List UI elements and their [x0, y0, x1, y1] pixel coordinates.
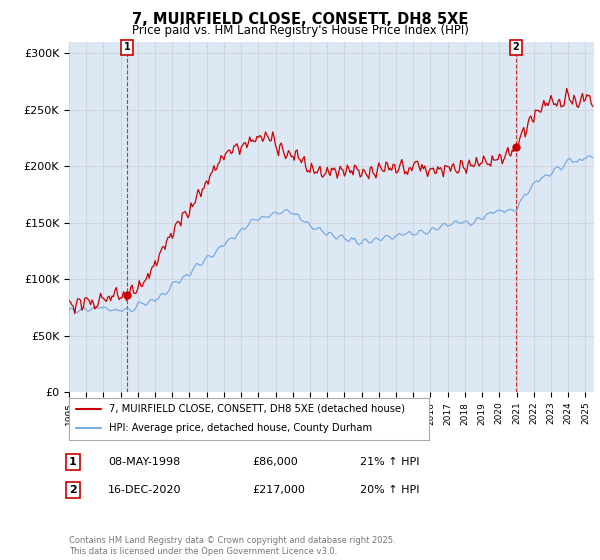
Text: 1: 1: [69, 457, 77, 467]
Text: £217,000: £217,000: [252, 485, 305, 495]
Text: 7, MUIRFIELD CLOSE, CONSETT, DH8 5XE (detached house): 7, MUIRFIELD CLOSE, CONSETT, DH8 5XE (de…: [109, 404, 404, 414]
Text: 21% ↑ HPI: 21% ↑ HPI: [360, 457, 419, 467]
Text: Contains HM Land Registry data © Crown copyright and database right 2025.
This d: Contains HM Land Registry data © Crown c…: [69, 536, 395, 556]
Text: 2: 2: [69, 485, 77, 495]
Text: 20% ↑ HPI: 20% ↑ HPI: [360, 485, 419, 495]
Text: HPI: Average price, detached house, County Durham: HPI: Average price, detached house, Coun…: [109, 423, 372, 433]
Text: 16-DEC-2020: 16-DEC-2020: [108, 485, 182, 495]
Text: £86,000: £86,000: [252, 457, 298, 467]
Text: Price paid vs. HM Land Registry's House Price Index (HPI): Price paid vs. HM Land Registry's House …: [131, 24, 469, 37]
Text: 2: 2: [512, 42, 519, 52]
Text: 1: 1: [124, 42, 130, 52]
Text: 08-MAY-1998: 08-MAY-1998: [108, 457, 180, 467]
Text: 7, MUIRFIELD CLOSE, CONSETT, DH8 5XE: 7, MUIRFIELD CLOSE, CONSETT, DH8 5XE: [132, 12, 468, 27]
